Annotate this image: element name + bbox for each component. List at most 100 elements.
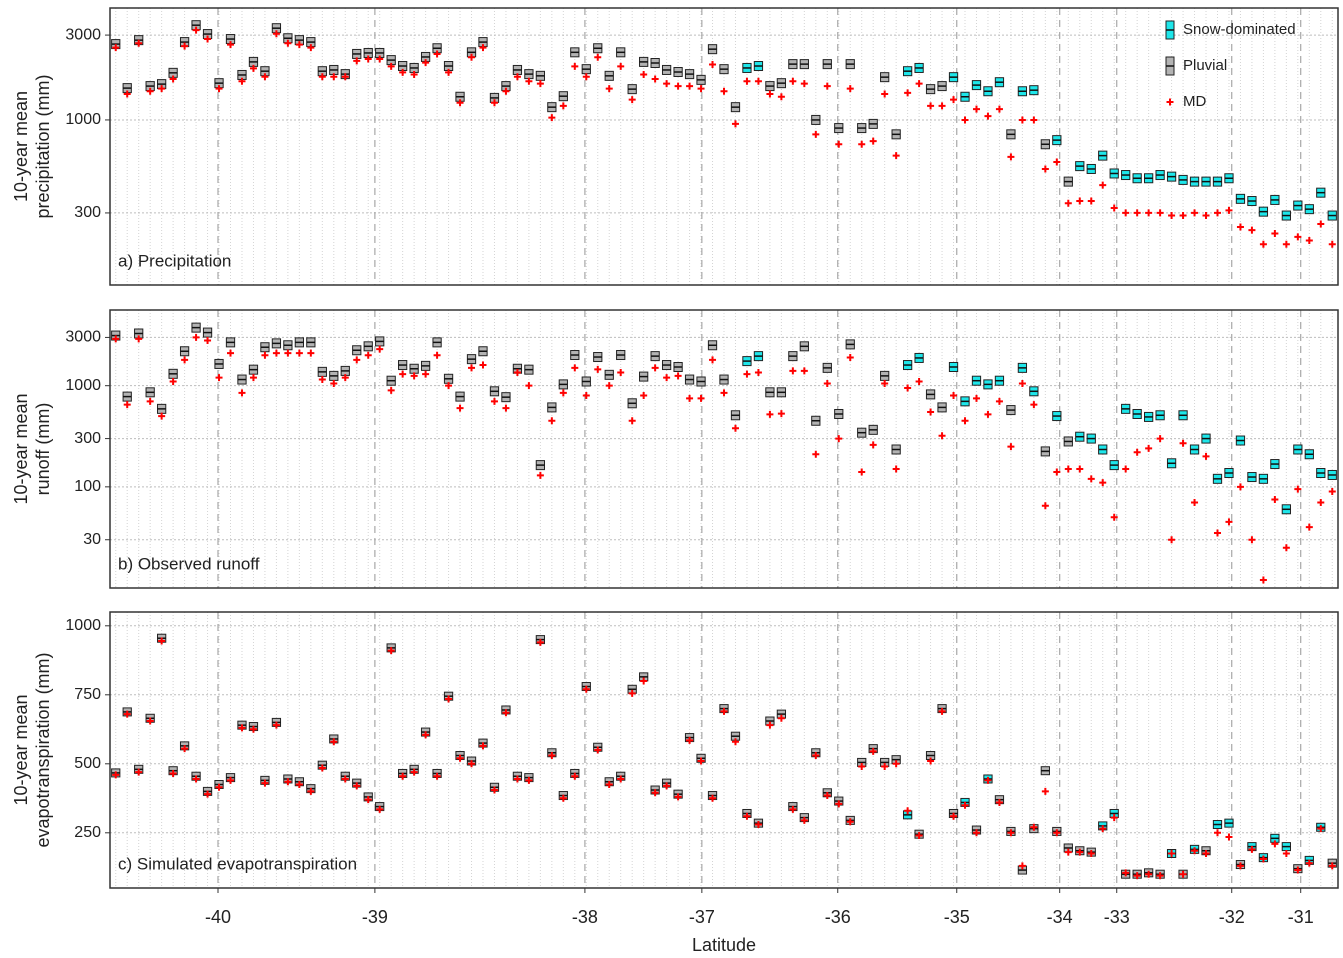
md-marker (663, 782, 671, 790)
md-marker (594, 365, 602, 373)
md-marker (215, 783, 223, 791)
md-marker (1041, 787, 1049, 795)
md-marker (961, 801, 969, 809)
md-marker (651, 789, 659, 797)
md-marker (766, 410, 774, 418)
md-marker (812, 450, 820, 458)
md-marker (1214, 529, 1221, 537)
md-marker (697, 757, 705, 765)
md-marker (525, 776, 533, 784)
md-marker (617, 369, 625, 377)
panel-annotation: c) Simulated evapotranspiration (118, 854, 357, 873)
md-marker (536, 638, 544, 646)
md-marker (238, 77, 246, 85)
md-marker (445, 695, 453, 703)
md-marker (1317, 499, 1325, 507)
md-marker (1122, 209, 1130, 217)
md-marker (640, 677, 648, 685)
md-marker (490, 397, 498, 405)
md-marker (146, 397, 154, 405)
md-marker (410, 71, 418, 79)
md-marker (1179, 439, 1187, 447)
md-marker (605, 85, 613, 93)
md-marker (295, 349, 303, 357)
md-marker (1294, 485, 1302, 493)
md-marker (1018, 380, 1026, 388)
md-marker (709, 60, 717, 68)
md-marker (1133, 872, 1141, 880)
md-marker (146, 717, 154, 725)
md-marker (1202, 452, 1210, 460)
md-marker (571, 364, 579, 372)
y-tick-label: 300 (74, 430, 101, 447)
md-marker (789, 77, 797, 85)
md-marker (330, 738, 338, 746)
md-marker (479, 44, 487, 52)
md-marker (640, 391, 648, 399)
md-marker (364, 351, 372, 359)
plot-frame (109, 611, 1339, 889)
md-marker (192, 775, 200, 783)
md-marker (766, 721, 774, 729)
md-marker (800, 816, 808, 824)
md-marker (376, 805, 384, 813)
md-marker (697, 85, 705, 93)
md-marker (1168, 850, 1176, 857)
md-marker (1282, 850, 1290, 857)
md-marker (1259, 240, 1267, 248)
md-marker (272, 721, 280, 729)
md-marker (410, 768, 418, 776)
md-marker (582, 685, 590, 693)
md-marker (1099, 825, 1107, 833)
md-marker (284, 349, 292, 357)
y-tick-label: 1000 (65, 377, 101, 394)
y-tick-label: 500 (74, 755, 101, 772)
md-marker (1236, 223, 1244, 231)
x-tick-label: -37 (689, 907, 715, 927)
md-marker (628, 689, 636, 697)
md-marker (720, 87, 728, 95)
md-marker (135, 335, 143, 343)
md-marker (227, 776, 235, 784)
md-marker (950, 96, 958, 104)
md-marker (1191, 209, 1199, 217)
md-marker (1007, 153, 1015, 161)
md-marker (1191, 499, 1199, 507)
md-marker (904, 807, 912, 815)
md-marker (869, 441, 877, 449)
md-marker (1236, 483, 1244, 491)
md-marker (915, 377, 923, 385)
md-marker (123, 710, 131, 718)
md-marker (594, 746, 602, 754)
md-marker (881, 380, 889, 388)
md-marker (479, 361, 487, 369)
md-marker (468, 364, 476, 372)
md-marker (112, 771, 120, 779)
md-marker (158, 85, 166, 93)
md-marker (318, 764, 326, 772)
md-marker (651, 75, 659, 83)
md-marker (1214, 209, 1221, 217)
md-marker (249, 374, 257, 382)
md-marker (1110, 204, 1118, 212)
md-marker (927, 102, 935, 110)
md-marker (605, 382, 613, 390)
md-marker (846, 818, 854, 826)
md-marker (1305, 236, 1313, 244)
md-marker (433, 351, 441, 359)
md-marker (869, 747, 877, 755)
md-marker (858, 140, 866, 148)
md-marker (881, 90, 889, 98)
md-marker (1225, 206, 1233, 214)
md-marker (995, 105, 1003, 113)
md-marker (640, 71, 648, 79)
md-marker (1294, 233, 1302, 241)
md-marker (272, 30, 280, 38)
md-marker (433, 772, 441, 780)
md-marker (754, 369, 762, 377)
md-marker (1110, 814, 1118, 822)
md-marker (881, 763, 889, 771)
md-marker (1145, 209, 1153, 217)
md-marker (594, 53, 602, 61)
